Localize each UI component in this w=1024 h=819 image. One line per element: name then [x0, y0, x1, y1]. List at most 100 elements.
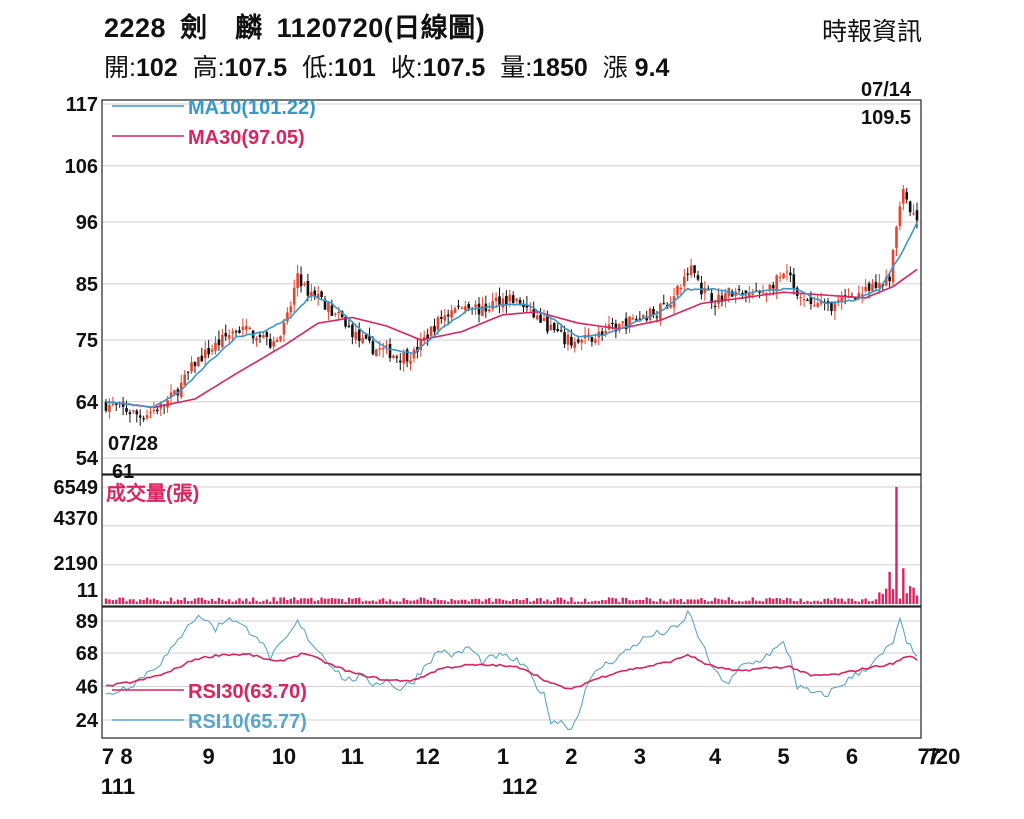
- volume-bar: [553, 599, 556, 604]
- candle-body: [227, 335, 231, 339]
- volume-bar: [334, 598, 337, 604]
- volume-bar: [912, 587, 915, 604]
- volume-bar: [891, 589, 895, 604]
- volume-bar: [857, 601, 861, 604]
- candle-body: [570, 336, 573, 346]
- volume-bar: [717, 598, 720, 604]
- candle-body: [409, 360, 412, 364]
- volume-bar: [754, 600, 758, 604]
- x-tick-label: 9: [203, 744, 215, 769]
- volume-bar: [816, 600, 819, 604]
- volume-bar: [505, 600, 508, 604]
- volume-bar: [173, 601, 176, 604]
- candle-body: [730, 291, 734, 297]
- volume-bar: [255, 600, 258, 604]
- volume-bar: [224, 600, 227, 604]
- candle-body: [624, 318, 628, 330]
- candle-body: [871, 283, 874, 292]
- candle-body: [819, 301, 823, 304]
- volume-bar: [696, 599, 700, 604]
- candle-body: [258, 334, 262, 338]
- volume-bar: [802, 601, 806, 604]
- volume-bar: [693, 599, 696, 604]
- candle-body: [316, 293, 320, 299]
- candle-body: [806, 299, 809, 301]
- volume-bar: [782, 599, 785, 604]
- candle-body: [111, 404, 115, 406]
- volume-bar: [282, 597, 286, 604]
- volume-bar: [885, 588, 888, 604]
- volume-bar: [460, 599, 464, 604]
- high-date-label: 07/14: [861, 79, 912, 101]
- volume-bar: [337, 598, 340, 604]
- candle-body: [491, 301, 494, 309]
- candle-body: [833, 301, 837, 312]
- volume-bar: [580, 601, 583, 604]
- ma30-line: [105, 268, 918, 409]
- volume-bar: [587, 601, 590, 604]
- candle-body: [241, 326, 245, 331]
- volume-bar: [193, 598, 197, 604]
- candle-body: [262, 335, 265, 338]
- volume-bar: [847, 598, 850, 604]
- volume-bar: [686, 599, 689, 604]
- volume-bar: [809, 601, 813, 604]
- volume-bar: [837, 598, 840, 604]
- volume-bar: [518, 600, 522, 604]
- candle-body: [816, 303, 820, 307]
- candle-body: [655, 316, 659, 318]
- candle-body: [713, 305, 717, 308]
- volume-bar: [145, 597, 149, 604]
- candle-body: [744, 290, 748, 295]
- volume-bar: [197, 597, 200, 604]
- candle-body: [368, 336, 371, 341]
- candle-body: [795, 287, 799, 296]
- candle-body: [789, 272, 792, 276]
- candle-body: [436, 317, 440, 330]
- candle-body: [405, 349, 409, 362]
- volume-bar: [262, 600, 265, 604]
- volume-bar: [214, 600, 217, 604]
- volume-bar: [443, 600, 446, 604]
- volume-bar: [361, 601, 364, 604]
- volume-bar: [306, 598, 310, 604]
- candle-body: [559, 330, 563, 332]
- candle-body: [874, 281, 878, 288]
- candle-body: [669, 304, 672, 308]
- volume-bar: [662, 600, 665, 604]
- volume-bar: [166, 601, 169, 604]
- volume-bar: [618, 602, 621, 604]
- volume-bar: [320, 597, 323, 604]
- candle-body: [299, 274, 303, 287]
- volume-bar: [375, 601, 378, 604]
- x-tick-label: 10: [272, 744, 296, 769]
- candle-body: [645, 316, 648, 321]
- volume-bar: [655, 601, 659, 604]
- candle-body: [566, 334, 570, 345]
- volume-bar: [299, 598, 303, 604]
- volume-bar: [457, 600, 460, 604]
- volume-bars: [104, 487, 919, 604]
- candle-body: [186, 371, 190, 373]
- candle-body: [440, 316, 443, 319]
- candle-body: [525, 304, 529, 308]
- volume-bar: [542, 601, 546, 604]
- volume-bar: [669, 599, 672, 604]
- volume-bar: [364, 600, 368, 604]
- volume-bar: [600, 599, 604, 604]
- candle-body: [741, 292, 744, 295]
- x-tick-label: 11: [341, 744, 364, 769]
- volume-bar: [159, 601, 162, 604]
- volume-bar: [748, 600, 751, 604]
- candle-body: [433, 325, 436, 332]
- volume-bar: [402, 598, 405, 604]
- rsi-tick-label: 89: [76, 611, 98, 633]
- candle-body: [224, 332, 228, 337]
- volume-bar: [652, 600, 655, 604]
- volume-bar: [484, 599, 488, 604]
- candle-body: [908, 201, 912, 213]
- volume-bar: [327, 598, 330, 604]
- candle-body: [460, 307, 464, 309]
- volume-bar: [217, 597, 221, 604]
